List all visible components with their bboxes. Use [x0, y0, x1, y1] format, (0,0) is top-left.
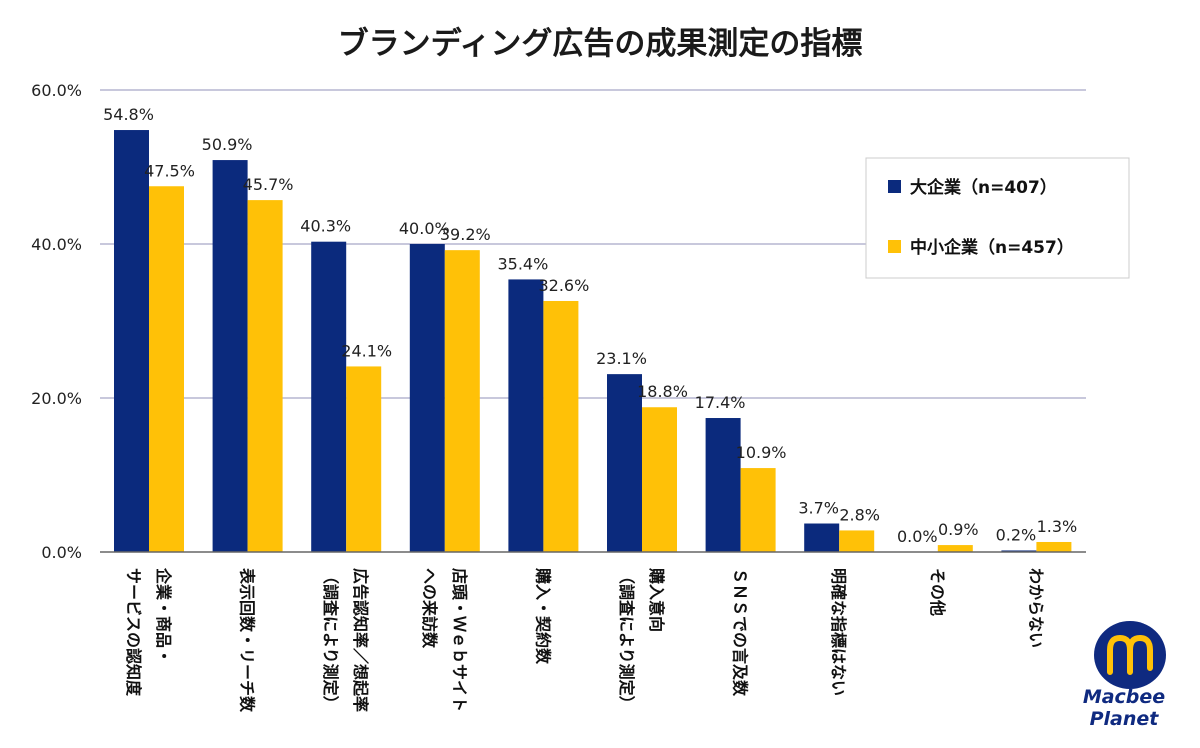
bar-large — [114, 130, 149, 553]
value-label: 45.7% — [243, 175, 294, 194]
logo-line-2: Planet — [1090, 708, 1160, 730]
y-tick-label: 60.0% — [31, 81, 82, 100]
legend-swatch-large — [888, 180, 901, 193]
bar-smb — [1036, 541, 1072, 552]
category-label: わからない — [1026, 568, 1045, 648]
legend-label-smb: 中小企業（n=457） — [910, 237, 1074, 258]
category-label: 企業・商品・ — [154, 567, 173, 664]
bar-smb — [444, 250, 480, 552]
bar-large — [508, 279, 544, 552]
bar-large — [1001, 550, 1037, 552]
y-tick-label: 40.0% — [31, 235, 82, 254]
value-label: 2.8% — [839, 505, 880, 524]
bar-large — [212, 160, 248, 552]
chart-title: ブランディング広告の成果測定の指標 — [338, 26, 863, 62]
value-label: 10.9% — [736, 443, 787, 462]
bars — [114, 130, 1072, 553]
bar-smb — [937, 545, 973, 552]
value-label: 24.1% — [341, 341, 392, 360]
y-tick-label: 20.0% — [31, 389, 82, 408]
bar-smb — [543, 300, 579, 552]
value-label: 35.4% — [497, 254, 548, 273]
bar-large — [804, 523, 840, 552]
category-label: 広告認知率／想起率 — [351, 568, 370, 712]
value-label: 0.0% — [897, 527, 938, 546]
value-label: 18.8% — [637, 382, 688, 401]
category-label: （調査により測定） — [321, 568, 340, 712]
value-label: 39.2% — [440, 225, 491, 244]
category-label: 明確な指標はない — [829, 568, 848, 696]
value-labels: 54.8% 50.9% 40.3% 40.0% 35.4% 23.1% 17.4% 3.7% 0… — [103, 105, 1077, 546]
bar-smb — [642, 407, 677, 552]
legend-box — [865, 157, 1130, 279]
bar-large — [311, 241, 347, 552]
category-label: （調査により測定） — [617, 568, 636, 712]
category-label: その他 — [928, 568, 947, 616]
category-label: 購入・契約数 — [533, 567, 552, 665]
bar-smb — [740, 468, 776, 552]
legend-swatch-smb — [888, 240, 901, 253]
bar-large — [409, 244, 445, 552]
value-label: 47.5% — [144, 161, 195, 180]
category-label: ＳＮＳでの言及数 — [731, 568, 750, 697]
category-labels: 企業・商品・サービスの認知度 表示回数・リーチ数 広告認知率／想起率 （調査により測定… — [124, 567, 1045, 713]
bar-large — [607, 374, 642, 552]
legend-label-large: 大企業（n=407） — [910, 177, 1057, 198]
macbee-planet-logo: Macbee Planet — [1083, 621, 1166, 730]
category-label: サービスの認知度 — [124, 568, 143, 697]
logo-line-1: Macbee — [1083, 686, 1165, 708]
legend: 大企業（n=407） 中小企業（n=457） — [865, 157, 1130, 279]
value-label: 50.9% — [202, 135, 253, 154]
y-axis-ticks: 0.0% 20.0% 40.0% 60.0% — [31, 81, 82, 562]
value-label: 1.3% — [1037, 517, 1078, 536]
bar-smb — [839, 530, 875, 552]
value-label: 0.2% — [996, 525, 1037, 544]
value-label: 17.4% — [695, 393, 746, 412]
category-label: への来訪数 — [420, 568, 439, 649]
value-label: 40.0% — [399, 219, 450, 238]
value-label: 54.8% — [103, 105, 154, 124]
category-label: 購入意向 — [647, 567, 666, 632]
bar-smb — [346, 366, 382, 552]
value-label: 23.1% — [596, 349, 647, 368]
logo-m-mark — [1107, 634, 1153, 675]
value-label: 3.7% — [798, 499, 839, 518]
value-label: 0.9% — [938, 520, 979, 539]
bar-smb — [247, 200, 283, 553]
bar-smb — [149, 186, 184, 552]
category-label: 店頭・Ｗｅｂサイト — [450, 568, 469, 712]
y-tick-label: 0.0% — [41, 543, 82, 562]
bar-large — [705, 418, 741, 552]
value-label: 32.6% — [538, 276, 589, 295]
category-label: 表示回数・リーチ数 — [238, 567, 257, 713]
value-label: 40.3% — [300, 217, 351, 236]
